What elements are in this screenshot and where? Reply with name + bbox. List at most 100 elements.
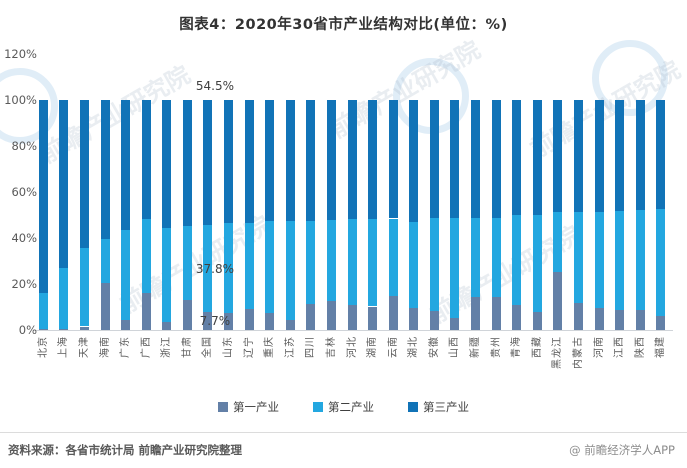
y-axis-tick-label: 40% xyxy=(11,231,37,245)
bar-segment-第三产业 xyxy=(203,100,213,226)
x-axis-label: 重庆 xyxy=(264,336,276,358)
bar-segment-第二产业 xyxy=(388,218,398,297)
bar-segment-第一产业 xyxy=(326,301,336,330)
bar-segment-第一产业 xyxy=(532,311,542,330)
x-axis-label: 湖南 xyxy=(367,336,379,358)
bar-segment-第一产业 xyxy=(409,308,419,330)
bar-segment-第二产业 xyxy=(368,218,378,307)
legend-label: 第三产业 xyxy=(423,400,469,414)
bar-segment-第二产业 xyxy=(615,210,624,310)
x-axis-label: 浙江 xyxy=(161,336,173,358)
legend-item: 第二产业 xyxy=(313,399,374,415)
bar-segment-第二产业 xyxy=(409,222,419,309)
legend-swatch xyxy=(218,402,228,412)
bar-segment-第三产业 xyxy=(491,100,501,218)
footer-source: 资料来源：各省市统计局 前瞻产业研究院整理 xyxy=(8,443,243,457)
x-axis-label: 河南 xyxy=(593,336,605,358)
bar-segment-第一产业 xyxy=(80,326,89,330)
bar-segment-第三产业 xyxy=(162,100,172,229)
x-axis-line xyxy=(33,330,673,331)
x-axis-label: 西藏 xyxy=(531,336,543,358)
bar-segment-第二产业 xyxy=(285,220,295,320)
bar-segment-第一产业 xyxy=(512,304,522,330)
bar-segment-第三产业 xyxy=(553,100,563,212)
footer: 资料来源：各省市统计局 前瞻产业研究院整理 @ 前瞻经济学人APP xyxy=(0,432,687,458)
bar-segment-第三产业 xyxy=(59,100,69,269)
bar-segment-第二产业 xyxy=(635,210,645,310)
bar-segment-第三产业 xyxy=(573,100,583,212)
bar-segment-第一产业 xyxy=(224,313,233,330)
bar-segment-第一产业 xyxy=(100,282,110,330)
bar-segment-第三产业 xyxy=(182,100,192,227)
x-axis-label: 黑龙江 xyxy=(552,336,564,369)
x-axis-label: 北京 xyxy=(37,336,49,358)
x-axis-label: 青海 xyxy=(511,336,523,358)
bar-segment-第三产业 xyxy=(265,100,275,222)
bar-segment-第一产业 xyxy=(429,311,439,330)
x-axis-label: 吉林 xyxy=(325,336,337,358)
x-axis-label: 四川 xyxy=(305,336,317,358)
x-axis-label: 陕西 xyxy=(634,336,646,358)
y-axis-tick-label: 0% xyxy=(18,323,37,337)
bar-segment-第二产业 xyxy=(512,214,522,305)
legend-item: 第一产业 xyxy=(218,399,279,415)
bar-segment-第一产业 xyxy=(182,299,192,330)
bar-segment-第二产业 xyxy=(306,220,316,304)
bar-segment-第三产业 xyxy=(594,100,604,212)
bar-segment-第一产业 xyxy=(635,310,645,330)
y-axis-tick-label: 20% xyxy=(11,277,37,291)
bar-segment-第二产业 xyxy=(347,218,357,306)
x-axis-label: 新疆 xyxy=(470,336,481,358)
bar-segment-第一产业 xyxy=(656,315,666,330)
bar-segment-第一产业 xyxy=(141,293,151,330)
legend-swatch xyxy=(408,402,418,412)
bar-segment-第一产业 xyxy=(203,312,213,330)
bar-segment-第三产业 xyxy=(244,100,254,223)
bar-segment-第一产业 xyxy=(162,322,172,330)
bar-segment-第二产业 xyxy=(450,217,460,318)
x-axis-label: 广西 xyxy=(140,336,152,358)
bar-segment-第三产业 xyxy=(368,100,378,219)
x-axis-label: 天津 xyxy=(79,336,90,358)
bar-segment-第一产业 xyxy=(615,310,624,330)
bar-segment-第二产业 xyxy=(553,211,563,273)
bar-segment-第一产业 xyxy=(306,303,316,330)
bar-segment-第一产业 xyxy=(471,296,480,330)
bar-segment-第一产业 xyxy=(347,305,357,330)
bar-segment-第三产业 xyxy=(100,100,110,239)
bar-segment-第三产业 xyxy=(285,100,295,221)
bar-segment-第三产业 xyxy=(635,100,645,211)
x-axis-label: 贵州 xyxy=(490,336,502,358)
bar-segment-第二产业 xyxy=(182,226,192,300)
bar-segment-第二产业 xyxy=(594,212,604,308)
bar-segment-第二产业 xyxy=(224,223,233,314)
bar-segment-第三产业 xyxy=(409,100,419,223)
bar-segment-第一产业 xyxy=(368,306,378,330)
bar-segment-第三产业 xyxy=(388,100,398,219)
bar-segment-第三产业 xyxy=(141,100,151,220)
legend-label: 第一产业 xyxy=(233,400,279,414)
bar-segment-第三产业 xyxy=(80,100,89,249)
bar-segment-第三产业 xyxy=(512,100,522,215)
bar-segment-第二产业 xyxy=(80,248,89,327)
footer-credit: @ 前瞻经济学人APP xyxy=(569,443,675,457)
x-axis-label: 云南 xyxy=(387,336,399,358)
bar-segment-第一产业 xyxy=(573,303,583,330)
x-axis-label: 安徽 xyxy=(428,336,440,358)
y-axis-tick-label: 80% xyxy=(11,139,37,153)
x-axis-label: 湖北 xyxy=(408,336,420,358)
bar-segment-第二产业 xyxy=(532,214,542,312)
bar-segment-第二产业 xyxy=(656,209,666,316)
data-label: 54.5% xyxy=(195,79,234,93)
bar-segment-第三产业 xyxy=(532,100,542,215)
chart-legend: 第一产业 第二产业 第三产业 xyxy=(0,399,687,415)
y-axis-tick-label: 100% xyxy=(4,93,37,107)
bar-segment-第二产业 xyxy=(491,217,501,298)
legend-label: 第二产业 xyxy=(328,400,374,414)
bar-segment-第一产业 xyxy=(388,296,398,330)
x-axis-label: 山西 xyxy=(449,336,461,358)
x-axis-label: 江西 xyxy=(614,336,625,358)
x-axis-label: 河北 xyxy=(346,336,358,358)
bar-segment-第三产业 xyxy=(38,100,48,293)
